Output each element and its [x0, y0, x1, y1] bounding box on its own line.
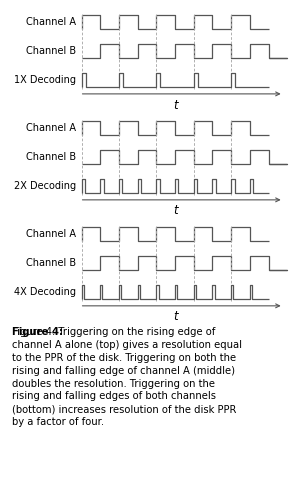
Text: 1X Decoding: 1X Decoding — [14, 75, 76, 85]
Text: t: t — [173, 99, 177, 112]
Text: t: t — [173, 204, 177, 217]
Text: Channel B: Channel B — [26, 46, 76, 56]
Text: Channel A: Channel A — [26, 17, 76, 27]
Text: t: t — [173, 311, 177, 324]
Text: Channel A: Channel A — [26, 229, 76, 239]
Text: 2X Decoding: 2X Decoding — [14, 181, 76, 191]
Text: Figure 4: Triggering on the rising edge of
channel A alone (top) gives a resolut: Figure 4: Triggering on the rising edge … — [11, 327, 242, 427]
Text: Channel A: Channel A — [26, 123, 76, 133]
Text: Channel B: Channel B — [26, 258, 76, 268]
Text: 4X Decoding: 4X Decoding — [14, 287, 76, 297]
Text: Figure 4:: Figure 4: — [11, 327, 63, 338]
Text: Channel B: Channel B — [26, 152, 76, 162]
